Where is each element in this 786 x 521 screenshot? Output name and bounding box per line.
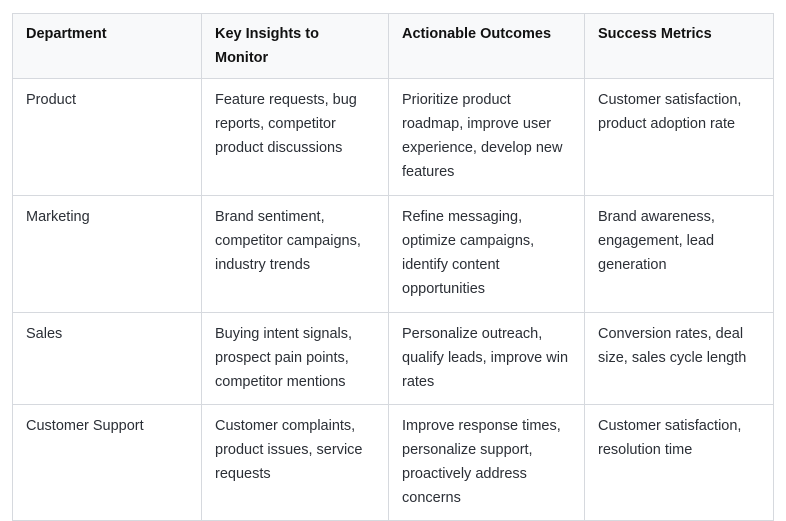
table-cell-key-insights: Feature requests, bug reports, competito… — [201, 78, 389, 196]
table-cell-department: Customer Support — [12, 404, 202, 521]
table-cell-key-insights: Brand sentiment, competitor campaigns, i… — [201, 195, 389, 313]
table-cell-department: Marketing — [12, 195, 202, 313]
table-cell-department: Product — [12, 78, 202, 196]
header-row: Department Key Insights to Monitor Actio… — [12, 13, 774, 79]
table-cell-actionable-outcomes: Personalize outreach, qualify leads, imp… — [388, 312, 585, 405]
table-cell-actionable-outcomes: Prioritize product roadmap, improve user… — [388, 78, 585, 196]
table-cell-actionable-outcomes: Refine messaging, optimize campaigns, id… — [388, 195, 585, 313]
table-cell-key-insights: Customer complaints, product issues, ser… — [201, 404, 389, 521]
table-row: Marketing Brand sentiment, competitor cam… — [12, 195, 774, 313]
table-cell-key-insights: Buying intent signals, prospect pain poi… — [201, 312, 389, 405]
column-header-success-metrics: Success Metrics — [584, 13, 774, 79]
table-row: Sales Buying intent signals, prospect pai… — [12, 312, 774, 405]
table-cell-actionable-outcomes: Improve response times, personalize supp… — [388, 404, 585, 521]
table-cell-success-metrics: Brand awareness, engagement, lead genera… — [584, 195, 774, 313]
column-header-actionable-outcomes: Actionable Outcomes — [388, 13, 585, 79]
table-row: Product Feature requests, bug reports, co… — [12, 78, 774, 196]
table-cell-success-metrics: Conversion rates, deal size, sales cycle… — [584, 312, 774, 405]
table-cell-department: Sales — [12, 312, 202, 405]
column-header-department: Department — [12, 13, 202, 79]
table-cell-success-metrics: Customer satisfaction, product adoption … — [584, 78, 774, 196]
table-cell-success-metrics: Customer satisfaction, resolution time — [584, 404, 774, 521]
table-row: Customer Support Customer complaints, pro… — [12, 404, 774, 521]
column-header-key-insights: Key Insights to Monitor — [201, 13, 389, 79]
page: Department Key Insights to Monitor Actio… — [12, 13, 774, 521]
department-insights-table: Department Key Insights to Monitor Actio… — [12, 13, 774, 521]
